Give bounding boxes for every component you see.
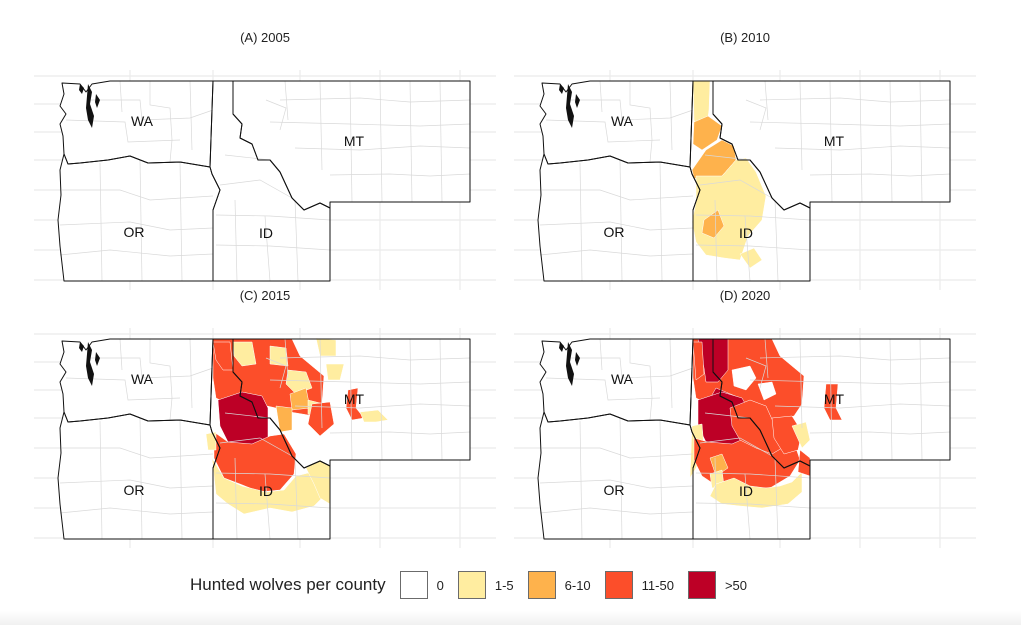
county-fill	[692, 115, 723, 151]
county-borders	[539, 338, 951, 540]
map-panel-2005: (A) 2005 WA OR ID MT	[30, 30, 500, 292]
county-fill	[212, 341, 234, 371]
legend-label: 6-10	[564, 577, 591, 593]
puget-sound-islands	[79, 342, 100, 386]
puget-sound-islands	[559, 84, 580, 128]
county-borders	[59, 338, 471, 540]
legend-swatch	[604, 571, 633, 599]
county-fill	[232, 341, 257, 367]
legend-item-11-50: 11-50	[604, 571, 674, 599]
state-label-or: OR	[124, 482, 145, 498]
legend-item-6-10: 6-10	[527, 571, 591, 599]
legend-label: 1-5	[494, 577, 514, 593]
state-label-wa: WA	[131, 371, 154, 387]
state-label-mt: MT	[344, 391, 365, 407]
legend-item-0: 0	[399, 571, 444, 599]
state-id	[210, 81, 330, 281]
county-fill	[709, 453, 729, 477]
county-fill	[739, 247, 763, 269]
map-2010: WA OR ID MT	[514, 70, 976, 290]
legend-label: 0	[436, 577, 444, 593]
county-fill	[307, 401, 335, 437]
county-fill	[709, 471, 803, 509]
county-fill	[757, 381, 777, 401]
state-label-wa: WA	[131, 113, 154, 129]
state-label-id: ID	[259, 483, 273, 499]
legend-label: 11-50	[641, 577, 674, 593]
state-borders	[57, 338, 471, 540]
county-borders	[59, 80, 471, 282]
legend-item-1-5: 1-5	[457, 571, 514, 599]
county-fill	[823, 383, 843, 421]
county-fill	[269, 345, 289, 367]
map-panel-2010: (B) 2010 WA OR ID MT	[510, 30, 980, 292]
panel-title: (A) 2005	[240, 30, 290, 45]
state-label-id: ID	[739, 483, 753, 499]
state-label-wa: WA	[611, 371, 634, 387]
legend-title: Hunted wolves per county	[190, 575, 386, 594]
state-borders	[57, 80, 471, 282]
map-2015: WA OR ID MT	[34, 328, 496, 548]
state-or	[538, 412, 700, 539]
state-borders	[537, 80, 951, 282]
county-fill	[791, 421, 811, 449]
county-fill	[729, 399, 783, 455]
legend-swatch	[687, 571, 716, 599]
county-fill	[731, 365, 757, 391]
legend-item-over-50: >50	[687, 571, 748, 599]
legend-swatch	[527, 571, 556, 599]
state-label-id: ID	[739, 225, 753, 241]
county-fill	[701, 209, 725, 239]
state-label-wa: WA	[611, 113, 634, 129]
state-or	[58, 154, 220, 281]
legend-swatch	[457, 571, 486, 599]
state-label-or: OR	[604, 482, 625, 498]
state-label-mt: MT	[344, 133, 365, 149]
map-2020: WA OR ID MT	[514, 328, 976, 548]
county-borders	[539, 80, 951, 282]
puget-sound-islands	[559, 342, 580, 386]
bottom-edge	[0, 611, 1021, 625]
legend-swatch	[399, 571, 428, 599]
puget-sound-islands	[79, 84, 100, 128]
map-2005: WA OR ID MT	[34, 70, 496, 290]
map-legend: Hunted wolves per county 0 1-5 6-10 11-5…	[190, 567, 761, 603]
map-panel-2020: (D) 2020 WA OR ID MT	[510, 288, 980, 550]
state-or	[538, 154, 700, 281]
state-or	[58, 412, 220, 539]
county-fill	[205, 431, 217, 451]
state-label-mt: MT	[824, 133, 845, 149]
state-label-or: OR	[124, 224, 145, 240]
panel-title: (B) 2010	[720, 30, 770, 45]
panel-title: (C) 2015	[239, 288, 291, 303]
county-fills	[689, 338, 843, 509]
county-fill	[692, 341, 705, 381]
legend-label: >50	[724, 577, 748, 593]
state-label-or: OR	[604, 224, 625, 240]
state-label-mt: MT	[824, 391, 845, 407]
county-fill	[275, 405, 293, 433]
map-panel-2015: (C) 2015 WA OR ID MT	[30, 288, 500, 550]
state-borders	[537, 338, 951, 540]
panel-title: (D) 2020	[719, 288, 771, 303]
state-label-id: ID	[259, 225, 273, 241]
county-fill	[325, 363, 345, 381]
